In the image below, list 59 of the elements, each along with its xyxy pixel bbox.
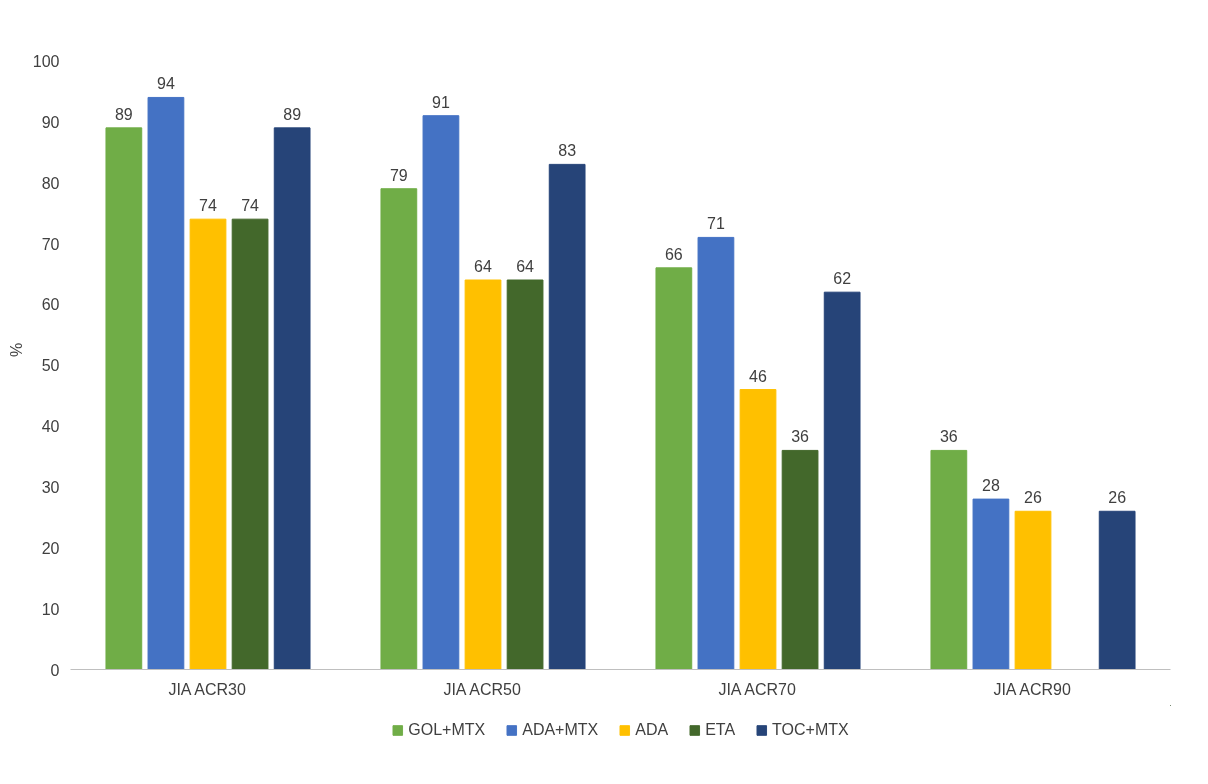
bar — [1014, 510, 1052, 670]
data-label: 36 — [791, 428, 810, 446]
y-tick-label: 50 — [41, 357, 60, 375]
data-label: 83 — [558, 142, 577, 160]
data-label: 71 — [707, 215, 725, 233]
legend-label: ADA+MTX — [522, 721, 599, 739]
legend-label: ETA — [705, 721, 736, 739]
bar — [1098, 510, 1136, 670]
bar — [506, 279, 544, 670]
bar — [380, 188, 418, 670]
y-axis-title: % — [7, 342, 25, 358]
y-tick-label: 60 — [41, 296, 60, 314]
y-tick-label: 70 — [41, 235, 60, 253]
y-tick-label: 90 — [41, 113, 60, 131]
data-label: 64 — [474, 258, 492, 276]
data-label: 91 — [432, 93, 450, 111]
bar — [147, 96, 185, 670]
y-tick-label: 20 — [41, 539, 60, 557]
bar — [231, 218, 269, 670]
bar — [972, 498, 1010, 670]
bar — [655, 267, 693, 670]
data-label: 62 — [833, 270, 852, 288]
x-tick-label: JIA ACR30 — [168, 680, 246, 698]
bar — [548, 163, 586, 670]
data-label: 74 — [241, 197, 260, 215]
bar — [781, 449, 819, 670]
legend-label: GOL+MTX — [408, 721, 486, 739]
data-label: 94 — [157, 75, 175, 93]
y-tick-label: 10 — [41, 600, 60, 618]
y-tick-label: 80 — [41, 174, 60, 192]
y-tick-label: 100 — [32, 52, 60, 70]
y-tick-label: 0 — [50, 661, 60, 679]
y-tick-label: 40 — [41, 418, 60, 436]
data-label: 46 — [749, 367, 767, 385]
data-label: 36 — [939, 428, 958, 446]
bar — [697, 236, 735, 670]
bar — [930, 449, 968, 670]
data-label: 64 — [516, 258, 535, 276]
bar — [739, 389, 777, 670]
data-label: 89 — [283, 105, 302, 123]
bar — [105, 127, 143, 670]
data-label: 79 — [389, 166, 408, 184]
bar — [823, 291, 861, 670]
legend-label: TOC+MTX — [772, 721, 849, 739]
x-tick-label: JIA ACR70 — [718, 680, 796, 698]
x-tick-label: JIA ACR90 — [993, 680, 1071, 698]
bar — [189, 218, 227, 670]
data-label: 26 — [1024, 489, 1042, 507]
data-label: 89 — [114, 105, 133, 123]
y-tick-label: 30 — [41, 478, 60, 496]
bar — [422, 115, 460, 670]
data-label: 28 — [982, 477, 1000, 495]
data-label: 66 — [664, 245, 683, 263]
x-tick-label: JIA ACR50 — [443, 680, 521, 698]
data-label: 74 — [199, 197, 217, 215]
data-label: 26 — [1108, 489, 1127, 507]
bar — [464, 279, 502, 670]
bar — [273, 127, 311, 670]
legend-label: ADA — [635, 721, 669, 739]
